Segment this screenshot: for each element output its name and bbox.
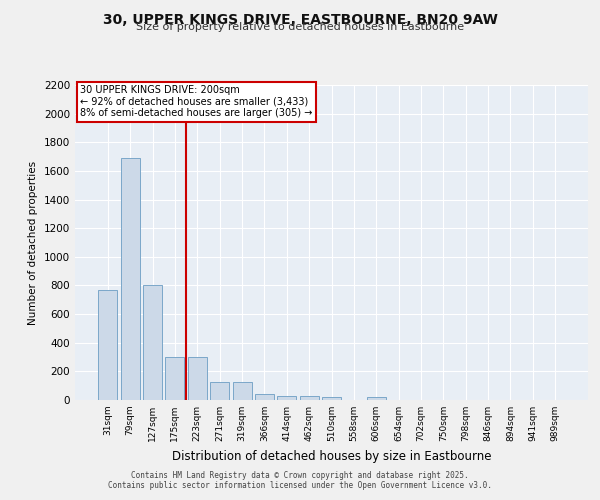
Bar <box>98 290 118 400</box>
Bar <box>210 382 229 400</box>
X-axis label: Distribution of detached houses by size in Eastbourne: Distribution of detached houses by size … <box>172 450 491 462</box>
Bar <box>367 397 386 400</box>
Bar <box>143 286 162 400</box>
Bar <box>121 158 140 400</box>
Text: Contains HM Land Registry data © Crown copyright and database right 2025.
Contai: Contains HM Land Registry data © Crown c… <box>108 470 492 490</box>
Bar <box>166 357 184 400</box>
Bar <box>277 396 296 400</box>
Y-axis label: Number of detached properties: Number of detached properties <box>28 160 38 324</box>
Bar <box>255 394 274 400</box>
Bar <box>233 382 251 400</box>
Text: Size of property relative to detached houses in Eastbourne: Size of property relative to detached ho… <box>136 22 464 32</box>
Bar <box>188 357 207 400</box>
Bar <box>299 396 319 400</box>
Text: 30 UPPER KINGS DRIVE: 200sqm
← 92% of detached houses are smaller (3,433)
8% of : 30 UPPER KINGS DRIVE: 200sqm ← 92% of de… <box>80 85 313 118</box>
Bar <box>322 397 341 400</box>
Text: 30, UPPER KINGS DRIVE, EASTBOURNE, BN20 9AW: 30, UPPER KINGS DRIVE, EASTBOURNE, BN20 … <box>103 12 497 26</box>
